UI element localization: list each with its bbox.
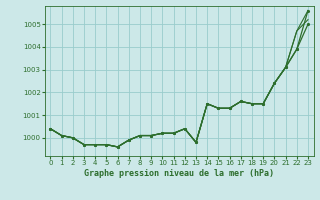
- X-axis label: Graphe pression niveau de la mer (hPa): Graphe pression niveau de la mer (hPa): [84, 169, 274, 178]
